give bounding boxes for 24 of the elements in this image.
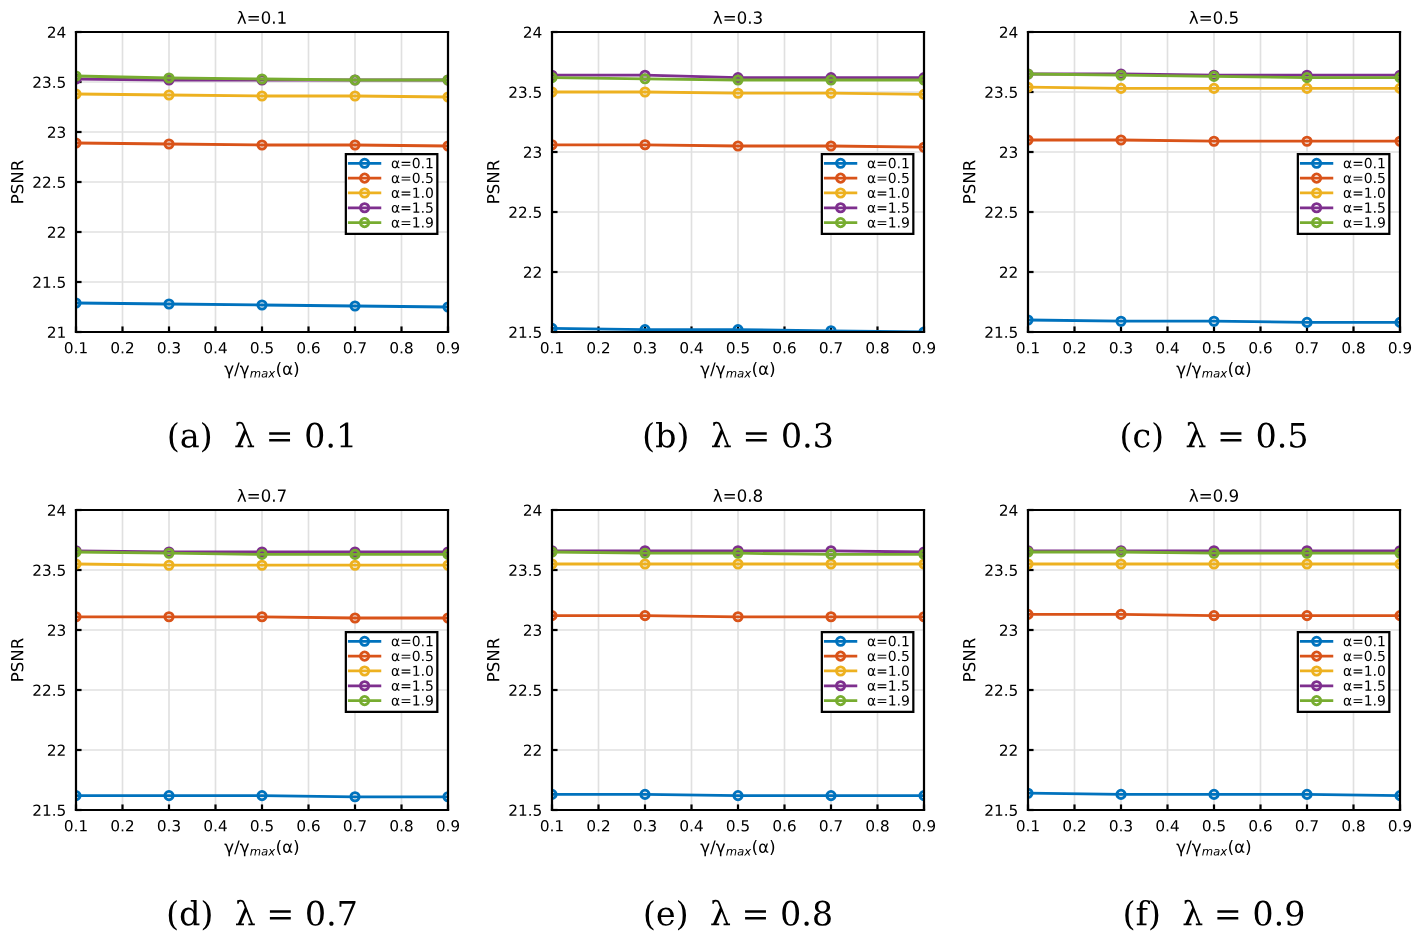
x-axis-title: γ/γ$_{max}$(α) <box>1176 840 1251 857</box>
text: (b) λ = 0.3 <box>644 421 832 453</box>
chart-title: λ=0.9 <box>1189 489 1238 502</box>
text: (d) λ = 0.7 <box>168 899 356 931</box>
chart-title: λ=0.5 <box>1189 11 1238 24</box>
x-axis-title: γ/γ$_{max}$(α) <box>224 362 299 379</box>
chart-title: λ=0.1 <box>237 11 286 24</box>
chart-title: λ=0.8 <box>713 489 763 502</box>
text: (c) λ = 0.5 <box>1122 421 1306 453</box>
x-axis-title: γ/γ$_{max}$(α) <box>1176 362 1251 379</box>
y-axis-title: PSNR <box>10 638 24 681</box>
y-axis-title: PSNR <box>962 638 976 681</box>
text: (e) λ = 0.8 <box>645 899 831 931</box>
x-axis-title: γ/γ$_{max}$(α) <box>224 840 299 857</box>
text: (f) λ = 0.9 <box>1125 899 1304 931</box>
x-axis-title: γ/γ$_{max}$(α) <box>700 840 775 857</box>
y-axis-title: PSNR <box>486 638 500 681</box>
x-axis-title: γ/γ$_{max}$(α) <box>700 362 775 379</box>
y-axis-title: PSNR <box>962 160 976 203</box>
y-axis-title: PSNR <box>10 160 24 203</box>
chart-title: λ=0.3 <box>713 11 762 24</box>
chart-title: λ=0.7 <box>237 489 286 502</box>
y-axis-title: PSNR <box>486 160 500 203</box>
text: (a) λ = 0.1 <box>169 421 353 453</box>
